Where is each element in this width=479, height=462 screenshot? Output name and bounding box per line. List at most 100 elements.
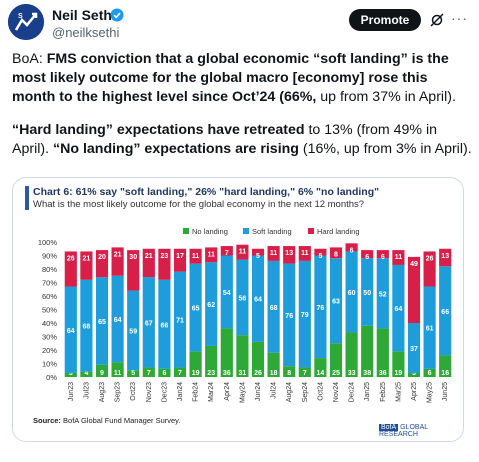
x-tick-label: Apr25 (411, 382, 418, 401)
bar-segment (80, 251, 93, 280)
data-label: 67 (145, 320, 153, 327)
bar-segment (314, 358, 327, 377)
chart-source: Source: BofA Global Fund Manager Survey. (33, 416, 181, 425)
data-label: 11 (239, 249, 247, 256)
data-label: 7 (303, 370, 307, 377)
bar-segment (111, 362, 124, 377)
legend-label: Soft landing (252, 227, 292, 236)
y-tick-label: 100% (38, 238, 58, 247)
bar-segment (407, 256, 421, 323)
data-label: 9 (100, 370, 104, 377)
data-label: 63 (332, 299, 340, 306)
bar-segment (345, 251, 358, 333)
data-label: 21 (145, 253, 153, 260)
bar-segment (392, 264, 405, 352)
data-label: 5 (131, 370, 135, 377)
bar-segment (236, 244, 249, 260)
bar-segment (95, 364, 109, 377)
data-label: 68 (270, 305, 278, 312)
x-tick-label: Jan25 (364, 382, 371, 401)
data-label: 16 (441, 370, 449, 377)
data-label: 64 (395, 306, 403, 313)
data-label: 4 (84, 370, 88, 377)
data-label: 50 (363, 290, 371, 297)
bar-segment (439, 248, 452, 267)
data-label: 36 (223, 370, 231, 377)
bar-segment (298, 246, 311, 261)
bar-segment (251, 341, 265, 377)
bar-segment (111, 247, 124, 276)
data-label: 26 (67, 255, 75, 262)
bar-segment (64, 372, 77, 377)
x-tick-label: Oct24 (317, 382, 324, 401)
bar-segment (392, 250, 405, 265)
data-label: 7 (225, 250, 229, 257)
promote-button[interactable]: Promote (349, 9, 421, 31)
data-label: 66 (161, 322, 169, 329)
data-label: 52 (379, 291, 387, 298)
bar-segment (376, 258, 389, 329)
x-tick-label: Feb24 (193, 382, 200, 402)
y-tick-label: 10% (42, 360, 57, 369)
x-tick-label: Jul23 (83, 382, 90, 399)
legend-label: Hard landing (317, 227, 360, 236)
bar-segment (439, 355, 452, 377)
x-tick-label: Dec24 (349, 382, 356, 402)
x-tick-label: Jun24 (255, 382, 262, 401)
more-options-icon[interactable]: ··· (451, 10, 468, 26)
bar-segment (189, 248, 202, 264)
data-label: 13 (441, 253, 449, 260)
data-label: 62 (207, 302, 215, 309)
data-label: 11 (207, 251, 215, 258)
data-label: 11 (114, 370, 122, 377)
x-tick-label: Feb25 (380, 382, 387, 402)
bar-segment (111, 275, 124, 363)
bar-segment (298, 367, 311, 377)
bar-segment (95, 250, 109, 278)
bar-segment (314, 248, 327, 256)
data-label: 19 (395, 370, 403, 377)
bar-segment (345, 332, 358, 377)
bar-segment (220, 255, 233, 329)
bar-segment (142, 248, 155, 278)
bar-segment (220, 328, 233, 377)
bar-segment (361, 250, 374, 259)
bar-segment (236, 259, 249, 336)
author-name[interactable]: Neil Sethi (52, 7, 116, 23)
bar-segment (158, 368, 171, 377)
bar-segment (205, 345, 218, 377)
bar-segment (423, 251, 436, 287)
bar-segment (345, 243, 358, 252)
y-tick-label: 80% (42, 265, 57, 274)
data-label: 64 (254, 297, 262, 304)
data-label: 26 (254, 370, 262, 377)
data-label: 76 (285, 313, 293, 320)
data-label: 60 (348, 290, 356, 297)
author-handle[interactable]: @neilksethi (52, 25, 120, 40)
bar-segment (127, 290, 140, 371)
data-label: 31 (239, 370, 247, 377)
chart-image-card[interactable]: Chart 6: 61% say "soft landing," 26% "ha… (12, 177, 464, 442)
bar-segment (267, 352, 280, 377)
bar-segment (80, 279, 93, 372)
bar-segment (376, 328, 389, 377)
grok-icon[interactable] (429, 12, 445, 28)
bar-segment (173, 248, 187, 272)
bar-segment (142, 367, 155, 377)
avatar[interactable]: S (8, 4, 44, 40)
data-label: 54 (223, 290, 231, 297)
x-tick-label: Mar24 (208, 382, 215, 402)
data-label: 71 (176, 318, 184, 325)
data-label: 56 (239, 295, 247, 302)
bar-segment (251, 248, 265, 256)
data-label: 3 (412, 370, 416, 377)
chart-title: Chart 6: 61% say "soft landing," 26% "ha… (33, 186, 380, 198)
data-label: 65 (98, 319, 106, 326)
data-label: 21 (83, 255, 91, 262)
bar-segment (329, 258, 343, 344)
x-tick-label: Apr24 (224, 382, 231, 401)
data-label: 66 (441, 309, 449, 316)
x-tick-label: Jun23 (68, 382, 75, 401)
data-label: 25 (332, 370, 340, 377)
bar-segment (376, 250, 389, 259)
